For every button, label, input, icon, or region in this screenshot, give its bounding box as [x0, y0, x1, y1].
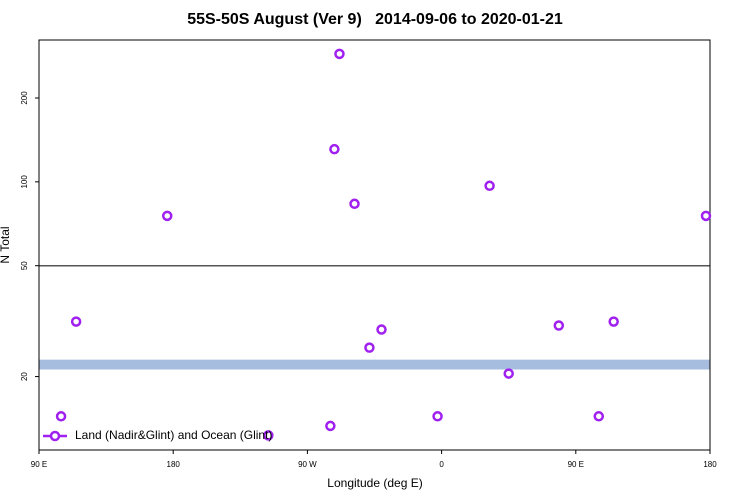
point	[376, 324, 387, 335]
point	[484, 180, 495, 192]
x-tick-label: 90 E	[31, 460, 47, 469]
point	[503, 368, 514, 379]
point	[349, 198, 360, 210]
y-tick-label: 200	[20, 91, 29, 105]
y-tick-label: 20	[20, 372, 29, 381]
point	[55, 411, 67, 422]
band	[39, 359, 710, 370]
legend-marker	[49, 430, 61, 442]
point	[334, 48, 345, 60]
point	[700, 210, 712, 222]
legend-label: Land (Nadir&Glint) and Ocean (Glint)	[75, 428, 272, 442]
point	[263, 430, 274, 441]
point	[364, 342, 375, 353]
point	[329, 143, 340, 155]
point	[608, 316, 619, 327]
x-tick-label: 90 W	[298, 460, 317, 469]
y-tick-label: 100	[20, 175, 29, 189]
point	[70, 316, 82, 327]
x-tick-label: 90 E	[568, 460, 584, 469]
x-tick-label: 0	[439, 460, 444, 469]
point	[325, 420, 336, 432]
x-axis-label: Longitude (deg E)	[327, 476, 422, 490]
x-tick-label: 180	[167, 460, 181, 469]
y-tick-label: 50	[20, 261, 29, 270]
point	[432, 411, 443, 422]
point	[161, 210, 173, 222]
point	[593, 411, 605, 422]
y-axis-label: N Total	[0, 226, 12, 263]
chart-title: 55S-50S August (Ver 9) 2014-09-06 to 202…	[187, 11, 563, 28]
plot-frame	[38, 39, 711, 451]
point	[553, 320, 565, 331]
x-tick-label: 180	[703, 460, 717, 469]
